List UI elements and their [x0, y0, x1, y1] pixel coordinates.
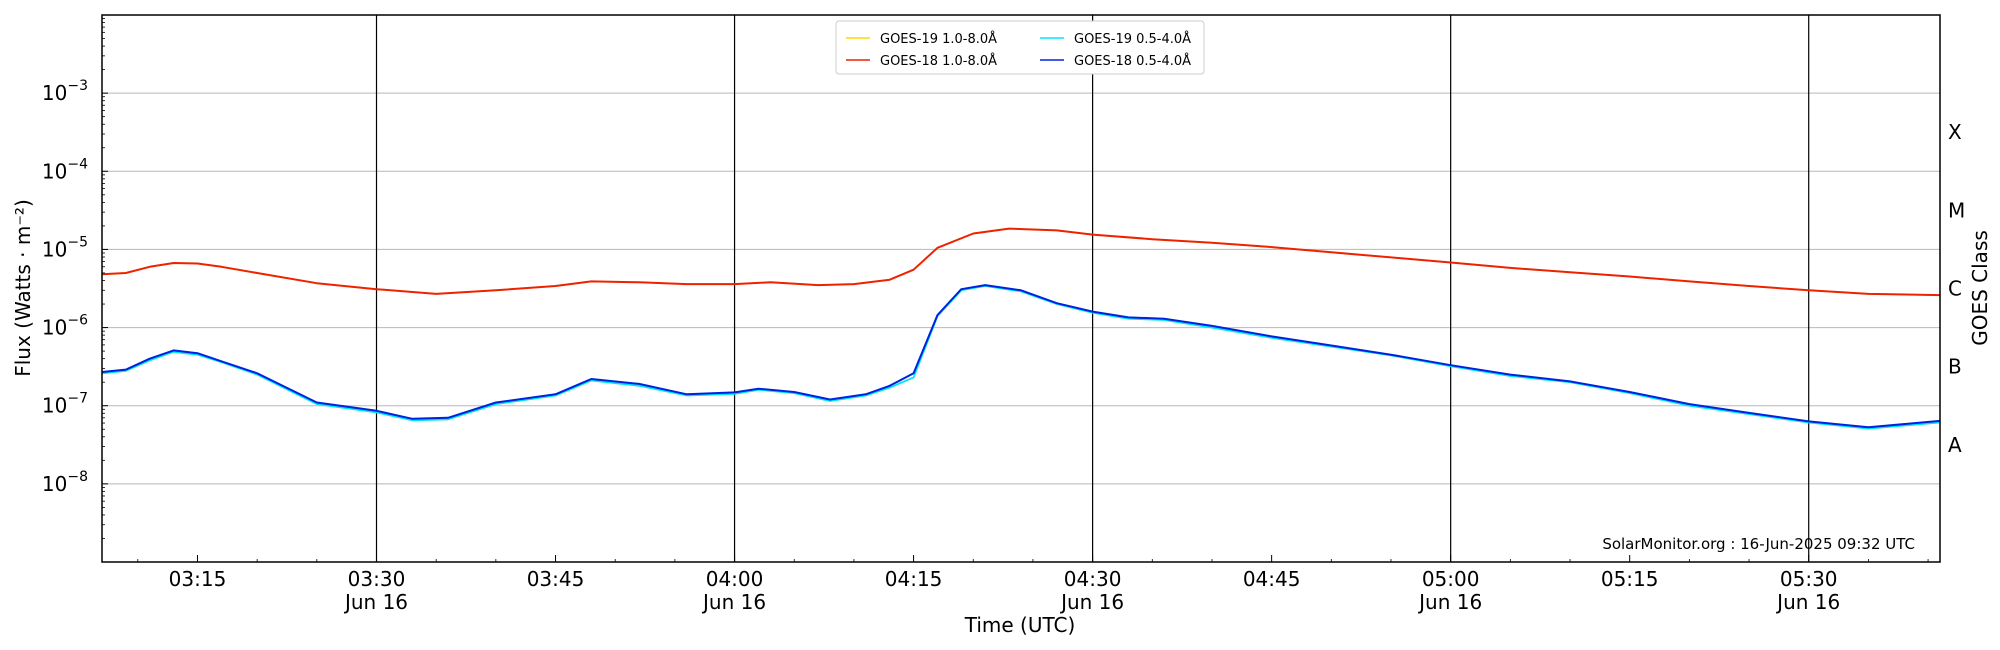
x-tick-date-label: Jun 16	[1417, 590, 1482, 614]
y-tick-mantissa: 10	[42, 81, 67, 105]
x-tick-label: 05:30	[1780, 567, 1838, 591]
plot-frame	[101, 14, 1941, 563]
x-tick-label: 04:30	[1064, 567, 1122, 591]
y-tick-mantissa: 10	[42, 237, 67, 261]
y-tick-exponent: −5	[67, 234, 88, 250]
goes-class-c-label: C	[1948, 277, 1962, 301]
y-tick-exponent: −8	[67, 469, 88, 485]
y-tick-mantissa: 10	[42, 159, 67, 183]
flux-series	[101, 227, 1941, 430]
goes-class-labels: A B C M X	[1948, 120, 1965, 457]
x-tick-label: 03:45	[527, 567, 585, 591]
goes-class-axis-label: GOES Class	[1968, 230, 1992, 346]
y-tick-label: 10−5	[42, 234, 88, 261]
y-tick-exponent: −3	[67, 78, 88, 94]
x-tick-date-label: Jun 16	[1775, 590, 1840, 614]
x-tick-date-label: Jun 16	[701, 590, 766, 614]
x-tick-label: 03:30	[348, 567, 406, 591]
y-tick-mantissa: 10	[42, 316, 67, 340]
x-tick-label: 04:45	[1243, 567, 1301, 591]
goes-class-m-label: M	[1948, 198, 1965, 222]
goes-class-x-label: X	[1948, 120, 1962, 144]
y-tick-mantissa: 10	[42, 394, 67, 418]
y-tick-exponent: −4	[67, 156, 88, 172]
legend-entry-label: GOES-18 0.5-4.0Å	[1074, 53, 1191, 69]
source-credit: SolarMonitor.org : 16-Jun-2025 09:32 UTC	[1602, 535, 1915, 553]
y-tick-label: 10−7	[42, 391, 88, 418]
legend-entry-label: GOES-19 1.0-8.0Å	[880, 31, 997, 47]
x-tick-label: 05:15	[1601, 567, 1659, 591]
y-tick-label: 10−8	[42, 469, 88, 496]
series-line-2	[101, 285, 1941, 430]
y-tick-exponent: −7	[67, 391, 88, 407]
series-line-3	[101, 284, 1941, 429]
y-tick-label: 10−6	[42, 313, 88, 340]
y-tick-label: 10−3	[42, 78, 88, 105]
x-tick-date-label: Jun 16	[1059, 590, 1124, 614]
horizontal-grid	[102, 92, 1940, 485]
legend: GOES-19 1.0-8.0Å GOES-18 1.0-8.0Å GOES-19 …	[835, 20, 1205, 75]
legend-entry-label: GOES-19 0.5-4.0Å	[1074, 31, 1191, 47]
goes-class-a-label: A	[1948, 433, 1962, 457]
legend-box	[835, 20, 1205, 75]
x-tick-label: 03:15	[169, 567, 227, 591]
x-tick-label: 04:00	[706, 567, 764, 591]
day-boundary-lines	[375, 15, 1810, 562]
x-axis-label: Time (UTC)	[964, 613, 1076, 637]
y-tick-mantissa: 10	[42, 472, 67, 496]
series-line-1	[101, 227, 1941, 297]
legend-entry-label: GOES-18 1.0-8.0Å	[880, 53, 997, 69]
y-tick-label: 10−4	[42, 156, 88, 183]
x-tick-date-label: Jun 16	[343, 590, 408, 614]
y-tick-exponent: −6	[67, 313, 88, 329]
y-axis-ticks: 10−810−710−610−510−410−3	[42, 18, 108, 539]
x-tick-label: 05:00	[1422, 567, 1480, 591]
goes-class-b-label: B	[1948, 355, 1962, 379]
y-axis-label: Flux (Watts · m⁻²)	[11, 199, 35, 377]
x-tick-label: 04:15	[885, 567, 943, 591]
